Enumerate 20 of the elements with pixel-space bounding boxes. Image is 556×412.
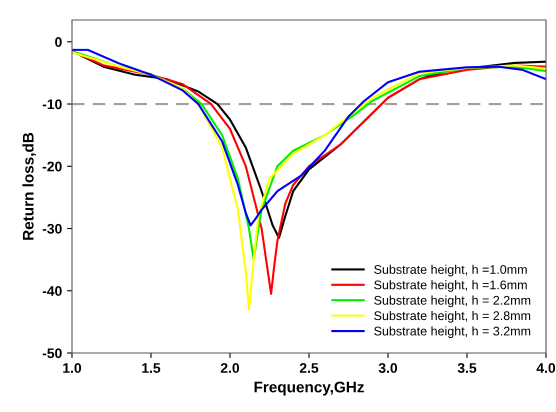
x-tick-label: 1.5 (142, 363, 160, 373)
y-tick-label: -10 (42, 99, 62, 110)
legend-label: Substrate height, h = 2.8mm (374, 310, 530, 323)
y-tick-label: -20 (42, 162, 62, 172)
x-axis-title: Frequency,GHz (254, 382, 364, 396)
x-tick-label: 3.0 (378, 363, 398, 373)
y-axis-title: Return loss,dB (22, 132, 36, 240)
legend-label: Substrate height, h =1.6mm (374, 280, 527, 292)
legend-label: Substrate height, h =1.0mm (374, 264, 527, 276)
y-tick-label: 0 (55, 37, 62, 47)
x-tick-label: 1.0 (63, 363, 82, 373)
y-tick-label: -40 (42, 286, 62, 296)
legend-label: Substrate height, h = 2.2mm (374, 296, 530, 308)
x-tick-label: 2.0 (220, 363, 240, 373)
y-tick-label: -50 (42, 348, 62, 358)
x-tick-label: 2.5 (300, 363, 318, 373)
y-tick-label: -30 (42, 224, 62, 234)
legend-label: Substrate height, h = 3.2mm (374, 326, 530, 338)
x-tick-label: 3.5 (458, 363, 476, 373)
x-tick-label: 4.0 (536, 363, 556, 373)
